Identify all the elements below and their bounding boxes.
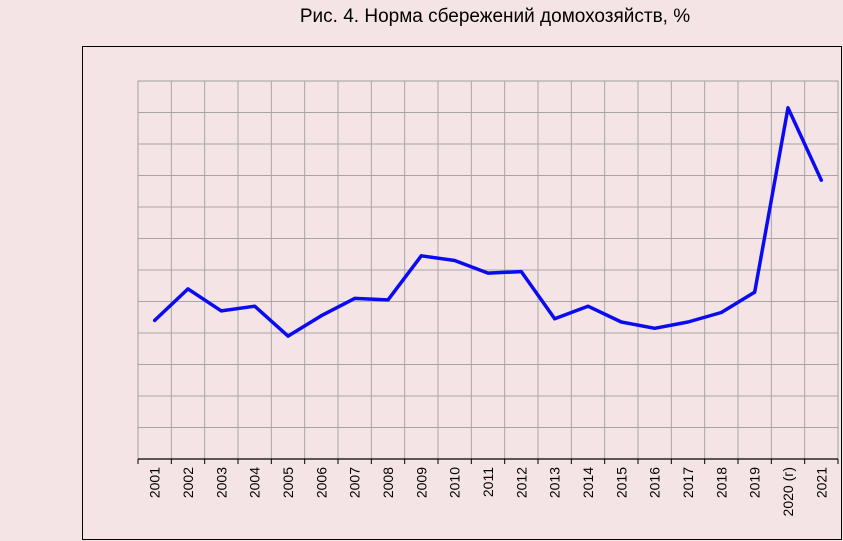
x-tick-labels: 2001 2002 2003 2004 2005 2006 2007 2008 2009 2010… bbox=[147, 467, 830, 517]
x-tick-label: 2002 bbox=[180, 467, 196, 498]
data-point bbox=[453, 259, 457, 263]
data-point bbox=[153, 318, 157, 322]
data-point bbox=[753, 290, 757, 294]
data-point bbox=[319, 314, 323, 318]
data-point bbox=[653, 326, 657, 330]
data-point bbox=[286, 334, 290, 338]
data-point bbox=[386, 298, 390, 302]
chart-title: Рис. 4. Норма сбережений домохозяйств, % bbox=[299, 6, 691, 27]
data-point bbox=[486, 271, 490, 275]
chart-frame bbox=[82, 46, 842, 540]
x-tick-label: 2004 bbox=[247, 467, 263, 498]
x-tick-label: 2019 bbox=[747, 467, 763, 498]
x-tick-label: 2016 bbox=[647, 467, 663, 498]
data-point bbox=[786, 106, 790, 110]
data-point bbox=[619, 320, 623, 324]
x-tick-label: 2006 bbox=[313, 467, 329, 498]
x-tick-label: 2010 bbox=[447, 467, 463, 498]
data-point bbox=[719, 311, 723, 315]
x-tick-label: 2003 bbox=[213, 467, 229, 498]
data-point bbox=[519, 270, 523, 274]
data-point bbox=[686, 320, 690, 324]
x-tick-label: 2001 bbox=[147, 467, 163, 498]
x-tick-label: 2011 bbox=[480, 467, 496, 497]
data-point bbox=[253, 304, 257, 308]
data-point bbox=[819, 178, 823, 182]
x-tick-label: 2007 bbox=[347, 467, 363, 498]
x-tick-label: 2017 bbox=[680, 467, 696, 498]
data-point bbox=[553, 317, 557, 321]
data-point bbox=[353, 296, 357, 300]
x-tick-label: 2008 bbox=[380, 467, 396, 498]
data-point bbox=[586, 304, 590, 308]
x-tick-label: 2014 bbox=[580, 467, 596, 498]
x-tick-label: 2005 bbox=[280, 467, 296, 498]
x-tick-label: 2013 bbox=[547, 467, 563, 498]
data-point bbox=[219, 309, 223, 313]
x-tick-label: 2012 bbox=[513, 467, 529, 498]
data-point bbox=[186, 287, 190, 291]
grid-lines bbox=[137, 80, 839, 464]
series-group bbox=[152, 106, 824, 338]
x-tick-label: 2015 bbox=[613, 467, 629, 498]
x-tick-label: 2009 bbox=[413, 467, 429, 498]
x-tick-label: 2020 (г) bbox=[780, 467, 796, 516]
x-tick-label: 2021 bbox=[813, 467, 829, 498]
data-point bbox=[419, 254, 423, 258]
x-tick-label: 2018 bbox=[713, 467, 729, 498]
